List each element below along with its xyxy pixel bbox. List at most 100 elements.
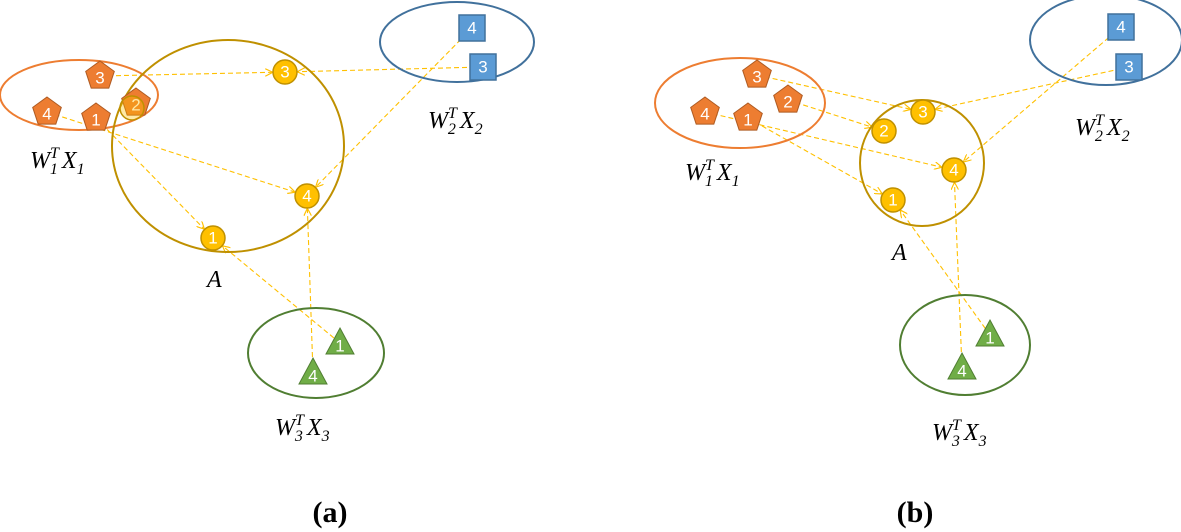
shared-node-circle [294,183,320,209]
view1-label-part: 1 [732,173,740,190]
view2-label-part: W [1075,115,1097,141]
view2-label-part: T [448,105,458,122]
view1-pentagon [81,102,111,131]
shared-node-label: 3 [918,103,927,122]
shared-space-label: A [205,267,222,293]
view3-node-label: 4 [957,362,966,381]
view3-triangle [298,356,328,385]
view1-label-part: 1 [705,173,713,190]
mapping-arrow [747,117,882,194]
view2-node-label: 3 [1124,58,1133,77]
view2-node-label: 3 [478,58,487,77]
view1-node-label: 3 [752,68,761,87]
shared-node-label: 1 [208,229,217,248]
view2-square [469,53,497,81]
shared-node-circle [910,99,936,125]
view2-label-part: X [459,108,476,134]
mapping-arrow [95,117,204,229]
view1-label: WT 1 X1 [685,157,740,190]
view3-label-part: X [306,415,323,441]
view1-ellipse [0,59,159,131]
view2-ellipse [379,1,535,83]
mapping-arrow [787,99,872,127]
view3-label-part: T [295,412,305,429]
panel-caption: (b) [897,496,934,529]
view1-pentagon [742,59,772,88]
shared-node-circle [941,157,967,183]
view3-label-part: W [932,420,954,446]
view1-label-part: 1 [77,161,85,178]
view2-label-part: 2 [448,121,456,138]
shared-node-circle [880,187,906,213]
view1-pentagon [85,60,115,89]
view3-label-part: X [963,420,980,446]
shared-node-label: 3 [280,63,289,82]
shared-node-label: 1 [888,191,897,210]
view3-node-label: 1 [985,329,994,348]
view3-triangle [947,351,977,380]
view3-label-part: 3 [978,433,987,450]
view3-label-part: 3 [951,433,960,450]
view2-label-part: W [428,108,450,134]
view1-node-label: 4 [700,105,709,124]
shared-node-circle [200,225,226,251]
view2-label-part: T [1095,112,1105,129]
shared-space-circle [111,39,345,253]
view2-node-label: 4 [1116,18,1125,37]
view1-pentagon [121,87,151,116]
shared-node-circle [119,95,145,121]
view2-square [1107,13,1135,41]
view1-node-label: 4 [42,105,51,124]
view2-label: WT 2 X2 [1075,112,1130,145]
view1-pentagon [773,84,803,113]
view3-label-part: T [952,417,962,434]
view3-label-part: 3 [321,428,330,445]
view2-square [1115,53,1143,81]
view1-node-label: 2 [783,93,792,112]
view1-label-part: X [61,148,78,174]
view3-label-part: W [275,415,297,441]
mapping-arrow [901,211,991,336]
view3-label-part: 3 [294,428,303,445]
view2-ellipse [1029,0,1181,86]
view1-node-label: 2 [131,96,140,115]
shared-node-label: 4 [302,187,311,206]
mapping-arrow [936,66,1130,109]
shared-node-circle [272,59,298,85]
view3-ellipse [247,307,385,399]
view1-label: WT 1 X1 [30,145,85,178]
view1-label-part: T [705,157,715,174]
view2-label-part: 2 [1095,128,1103,145]
view2-node-label: 4 [467,19,476,38]
mapping-arrow [223,246,341,344]
view2-label: WT 2 X2 [428,105,483,138]
view1-label-part: X [716,160,733,186]
view2-label-part: 2 [1122,128,1130,145]
shared-space-label: A [890,240,907,266]
shared-node-circle [871,118,897,144]
view1-label-part: T [50,145,60,162]
view1-pentagon [690,96,720,125]
view3-ellipse [899,294,1031,396]
view1-label-part: 1 [50,161,58,178]
view1-node-label: 1 [743,111,752,130]
view1-node-label: 1 [91,111,100,130]
view1-ellipse [654,57,826,149]
view1-pentagon [733,102,763,131]
view3-label: WT 3 X3 [275,412,330,445]
panel-caption: (a) [313,496,348,529]
view3-label: WT 3 X3 [932,417,987,450]
mapping-arrow [99,72,272,77]
mapping-arrow [756,74,910,109]
view2-label-part: 2 [475,121,483,138]
mapping-arrow [298,66,484,72]
mapping-arrow [964,26,1122,162]
view3-triangle [975,318,1005,347]
mapping-arrow [46,111,295,192]
view3-node-label: 4 [308,367,317,386]
view2-label-part: X [1106,115,1123,141]
mapping-arrow [307,209,314,374]
view3-node-label: 1 [335,337,344,356]
view2-square [458,14,486,42]
